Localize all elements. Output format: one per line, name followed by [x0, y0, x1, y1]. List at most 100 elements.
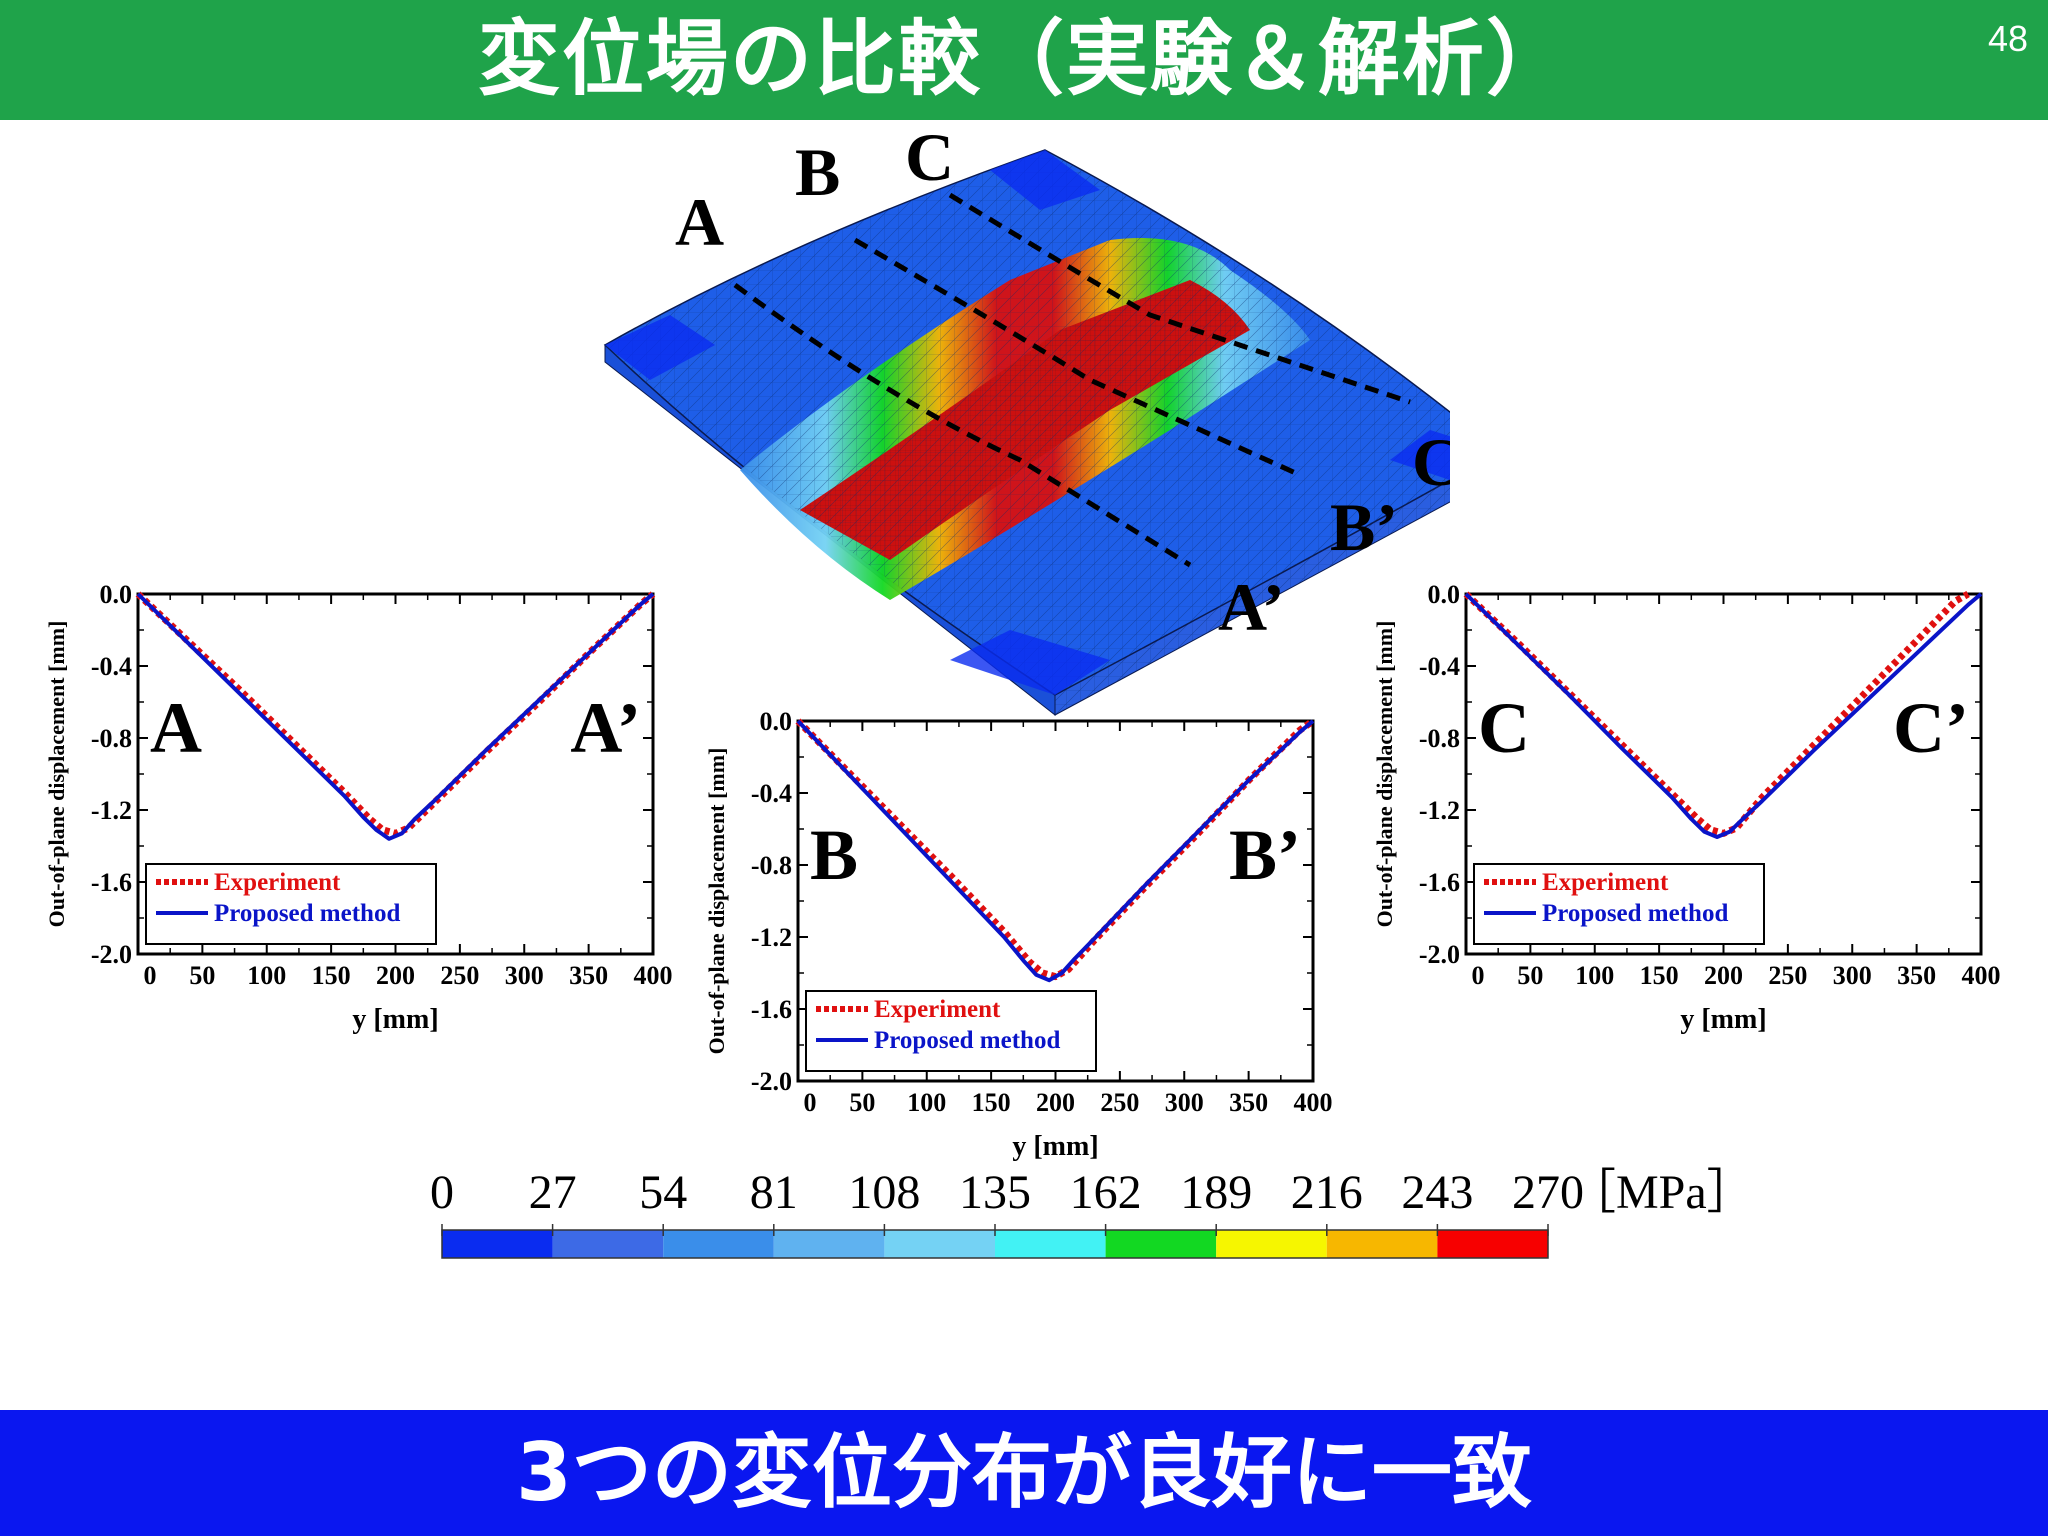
title-bar: 変位場の比較（実験＆解析） 48 — [0, 0, 2048, 120]
y-tick-label: -1.6 — [91, 868, 132, 897]
colorbar-tick-label: 81 — [750, 1166, 798, 1219]
x-axis-title: y [mm] — [1012, 1131, 1098, 1162]
x-tick-label: 400 — [1294, 1088, 1333, 1117]
colorbar-segment — [1437, 1230, 1548, 1258]
legend-box — [1473, 863, 1765, 945]
x-tick-label: 300 — [505, 961, 544, 990]
x-tick-label: 100 — [1575, 961, 1614, 990]
x-tick-label: 250 — [1768, 961, 1807, 990]
x-tick-label: 400 — [1962, 961, 2001, 990]
label-a: A — [675, 184, 724, 260]
label-a-prime: A’ — [1218, 569, 1285, 645]
colorbar-segment — [1105, 1230, 1217, 1258]
section-line-b — [853, 237, 1302, 478]
x-tick-label: 350 — [569, 961, 608, 990]
y-tick-label: -1.2 — [1419, 796, 1460, 825]
colorbar-segment — [995, 1230, 1106, 1258]
x-tick-label: 350 — [1229, 1088, 1268, 1117]
page-number: 48 — [1987, 18, 2028, 59]
x-tick-label: 250 — [1100, 1088, 1139, 1117]
colorbar-tick-label: 270 — [1512, 1166, 1584, 1219]
y-axis-title: Out-of-plane displacement [mm] — [1372, 621, 1397, 928]
slide-title: 変位場の比較（実験＆解析） — [477, 12, 1570, 107]
chart-section-b: 0.0 -0.4 -0.8 -1.2 -1.6 -2.0 0 50 100 150 200 250 30… — [704, 707, 1333, 1162]
colorbar-segment — [663, 1230, 774, 1258]
conclusion-text: 3つの変位分布が良好に一致 — [516, 1426, 1532, 1519]
x-tick-label: 150 — [1640, 961, 1679, 990]
legend-box — [145, 863, 437, 945]
colorbar-tick-label: 108 — [848, 1166, 920, 1219]
legend-label: Proposed method — [874, 1027, 1060, 1054]
colorbar-tick-label: 135 — [959, 1166, 1031, 1219]
x-tick-label: 50 — [189, 961, 215, 990]
y-tick-label: -1.6 — [751, 995, 792, 1024]
x-tick-label: 100 — [907, 1088, 946, 1117]
label-c: C — [905, 130, 954, 195]
section-line-a — [733, 282, 1192, 568]
x-tick-label: 200 — [376, 961, 415, 990]
colorbar-tick-label: 27 — [529, 1166, 577, 1219]
colorbar-segment — [1326, 1230, 1438, 1258]
series-line-proposed — [136, 592, 655, 841]
y-tick-label: -1.6 — [1419, 868, 1460, 897]
y-tick-label: 0.0 — [100, 580, 133, 609]
colorbar-tick-label: 54 — [639, 1166, 687, 1219]
section-right-label: A’ — [570, 688, 641, 768]
series-line-proposed — [1464, 592, 1983, 839]
y-tick-label: -2.0 — [91, 940, 132, 969]
y-axis-title: Out-of-plane displacement [mm] — [44, 621, 69, 928]
x-tick-label: 50 — [1517, 961, 1543, 990]
x-tick-label: 400 — [634, 961, 673, 990]
x-axis-title: y [mm] — [352, 1004, 438, 1035]
colorbar-tick-label: 216 — [1291, 1166, 1363, 1219]
y-tick-label: -1.2 — [91, 796, 132, 825]
stress-colorbar: 0 27 54 81 108 135 162 189 216 243 270［MPa］ — [430, 1166, 1755, 1259]
y-tick-label: -0.8 — [1419, 724, 1460, 753]
section-right-label: B’ — [1229, 815, 1301, 895]
label-b: B — [795, 134, 840, 210]
y-tick-label: -2.0 — [1419, 940, 1460, 969]
y-tick-label: 0.0 — [760, 707, 793, 736]
x-tick-label: 0 — [1472, 961, 1485, 990]
colorbar-tick-label: 189 — [1180, 1166, 1252, 1219]
x-tick-label: 200 — [1036, 1088, 1075, 1117]
colorbar-unit: ［MPa］ — [1568, 1166, 1755, 1219]
legend-box — [805, 990, 1097, 1072]
x-tick-label: 0 — [144, 961, 157, 990]
y-tick-label: 0.0 — [1428, 580, 1461, 609]
y-axis-title: Out-of-plane displacement [mm] — [704, 748, 729, 1055]
section-right-label: C’ — [1893, 688, 1969, 768]
label-c-prime: C’ — [1412, 424, 1450, 500]
x-tick-label: 50 — [849, 1088, 875, 1117]
section-line-c — [948, 192, 1411, 405]
y-tick-label: -0.8 — [91, 724, 132, 753]
x-tick-label: 350 — [1897, 961, 1936, 990]
chart-section-a: 0.0 -0.4 -0.8 -1.2 -1.6 -2.0 0 50 100 150 200 250 30… — [44, 580, 673, 1035]
legend-label: Experiment — [214, 869, 341, 896]
conclusion-bar: 3つの変位分布が良好に一致 — [0, 1410, 2048, 1536]
legend-label: Proposed method — [1542, 900, 1728, 927]
colorbar-tick-label: 162 — [1070, 1166, 1142, 1219]
y-tick-label: -2.0 — [751, 1067, 792, 1096]
series-line-proposed — [796, 719, 1315, 983]
x-tick-label: 0 — [804, 1088, 817, 1117]
colorbar-segment — [1216, 1230, 1327, 1258]
x-tick-label: 200 — [1704, 961, 1743, 990]
legend-label: Experiment — [874, 996, 1001, 1023]
label-b-prime: B’ — [1330, 489, 1398, 565]
section-left-label: C — [1478, 688, 1530, 768]
colorbar-tick-label: 0 — [430, 1166, 454, 1219]
x-tick-label: 300 — [1165, 1088, 1204, 1117]
x-tick-label: 250 — [440, 961, 479, 990]
section-left-label: B — [810, 815, 858, 895]
x-axis-title: y [mm] — [1680, 1004, 1766, 1035]
x-tick-label: 150 — [972, 1088, 1011, 1117]
legend-label: Proposed method — [214, 900, 400, 927]
y-tick-label: -0.8 — [751, 851, 792, 880]
colorbar-segment — [552, 1230, 664, 1258]
section-left-label: A — [150, 688, 202, 768]
legend-label: Experiment — [1542, 869, 1669, 896]
y-tick-label: -1.2 — [751, 923, 792, 952]
fem-contour-model: A B C A’ B’ C’ — [603, 130, 1450, 717]
colorbar-segment — [884, 1230, 995, 1258]
